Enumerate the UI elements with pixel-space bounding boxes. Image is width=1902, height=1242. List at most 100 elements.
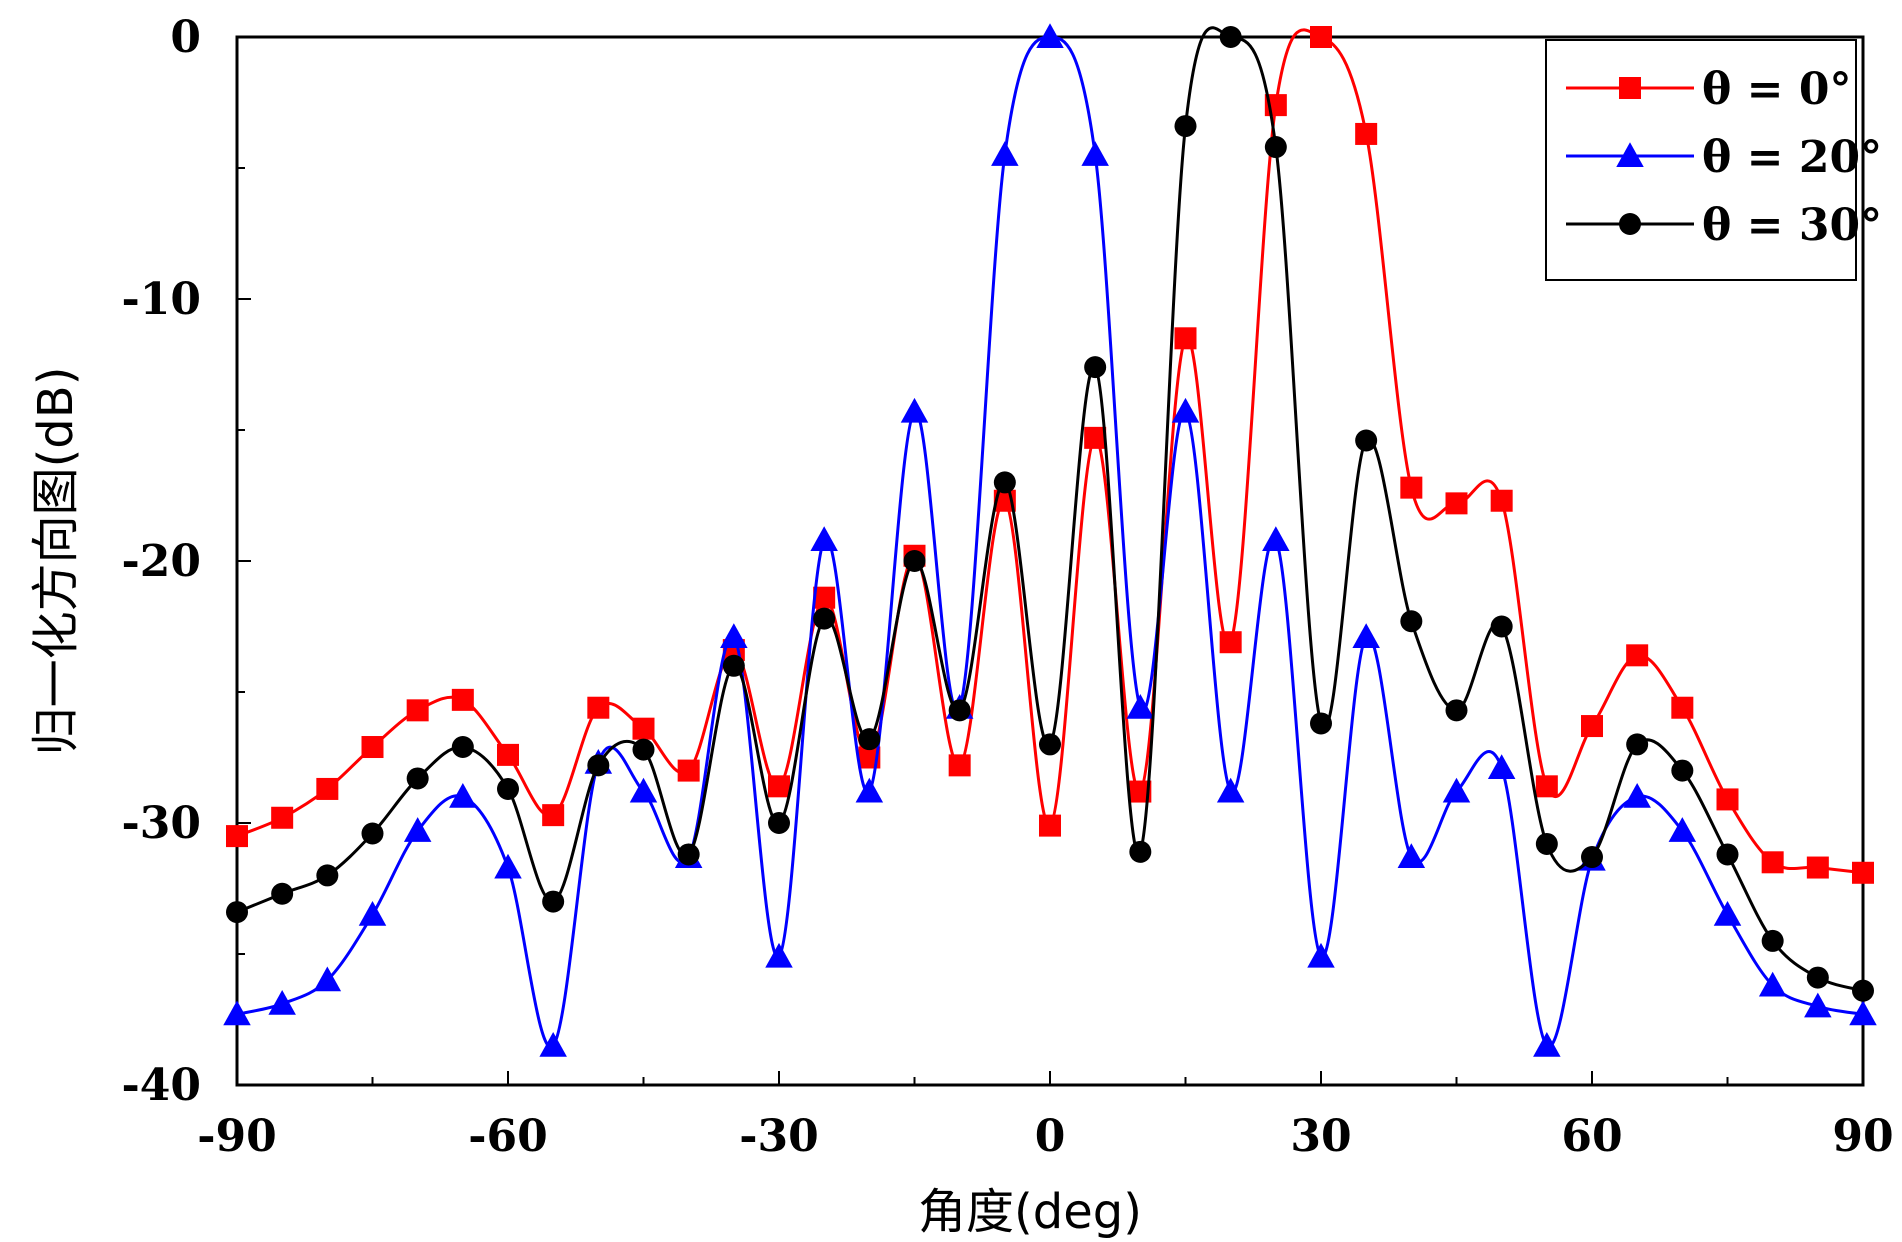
data-point	[1129, 840, 1152, 863]
data-point	[316, 777, 339, 800]
data-point	[587, 754, 610, 777]
data-point	[1533, 1031, 1561, 1057]
data-point	[223, 1000, 251, 1026]
data-point	[1129, 780, 1152, 803]
legend-box	[1545, 39, 1857, 281]
data-point	[1668, 817, 1697, 842]
data-point	[268, 990, 296, 1015]
data-point	[1806, 966, 1829, 989]
axis-ticks	[236, 36, 1864, 1086]
y-tick-label: -30	[122, 798, 202, 849]
data-point	[1716, 843, 1739, 866]
data-point	[497, 777, 519, 800]
data-point	[497, 743, 519, 766]
data-point	[271, 806, 294, 829]
data-point	[1397, 843, 1426, 869]
data-point	[1535, 775, 1558, 798]
legend-entry: θ = 20°	[1566, 132, 1882, 183]
data-point	[449, 783, 477, 808]
y-tick-labels: 0 -10 -20 -30 -40	[122, 12, 202, 1111]
data-point	[858, 728, 881, 751]
data-point	[226, 901, 248, 924]
data-point	[539, 1031, 567, 1057]
data-point	[993, 471, 1016, 494]
data-point	[1671, 696, 1694, 719]
x-tick-label: -60	[468, 1111, 548, 1162]
x-tick-label: 0	[1035, 1111, 1066, 1162]
data-point	[810, 526, 838, 552]
data-point	[1171, 397, 1200, 423]
data-point	[1307, 942, 1335, 968]
data-point	[813, 607, 836, 630]
data-point	[813, 586, 836, 609]
legend-marker	[1616, 142, 1644, 167]
data-point	[1084, 426, 1107, 449]
data-point	[632, 738, 655, 761]
data-point	[1716, 788, 1739, 811]
data-point	[1400, 610, 1423, 633]
legend-label: θ = 20°	[1702, 132, 1882, 183]
data-point	[629, 777, 658, 803]
series-1	[226, 26, 1874, 884]
data-point	[1490, 615, 1513, 638]
data-point	[677, 843, 700, 866]
x-tick-label: 30	[1290, 1111, 1351, 1162]
data-point	[948, 699, 971, 722]
data-point	[1671, 759, 1694, 782]
data-point	[226, 825, 248, 848]
legend-marker	[1619, 77, 1641, 99]
data-point	[765, 942, 793, 968]
x-tick-label: 60	[1561, 1111, 1622, 1162]
data-point	[1804, 992, 1832, 1018]
data-point	[1581, 715, 1603, 738]
data-point	[1626, 733, 1649, 756]
data-point	[1806, 856, 1829, 879]
data-point	[1310, 712, 1332, 735]
legend-marker	[1619, 213, 1641, 235]
series-3	[226, 26, 1874, 1002]
data-point	[361, 736, 384, 759]
data-point	[1626, 644, 1649, 667]
data-point	[542, 804, 565, 827]
x-tick-label: 90	[1832, 1111, 1893, 1162]
data-point	[1219, 631, 1242, 654]
data-point	[1084, 356, 1107, 379]
data-point	[1761, 851, 1784, 874]
x-tick-label: -90	[197, 1111, 277, 1162]
data-point	[722, 654, 745, 677]
data-point	[1216, 777, 1245, 803]
legend-entry: θ = 30°	[1566, 200, 1882, 251]
y-tick-label: -20	[122, 536, 202, 587]
data-point	[406, 767, 429, 790]
data-point	[632, 717, 655, 740]
legend-label: θ = 0°	[1702, 64, 1851, 115]
data-point	[1442, 777, 1471, 803]
data-point	[991, 141, 1019, 166]
y-tick-label: -10	[122, 274, 202, 325]
data-point	[1039, 733, 1061, 756]
data-point	[451, 736, 474, 759]
data-point	[406, 699, 429, 722]
series-group	[223, 23, 1877, 1057]
data-point	[720, 623, 748, 648]
data-point	[900, 397, 929, 423]
data-point	[271, 882, 294, 905]
data-point	[1355, 429, 1378, 452]
data-point	[1352, 623, 1380, 648]
data-point	[1310, 26, 1332, 48]
data-point	[768, 812, 790, 834]
data-point	[1081, 141, 1109, 166]
data-point	[1852, 861, 1874, 884]
data-point	[677, 759, 700, 782]
data-point	[1761, 929, 1784, 952]
data-point	[1039, 814, 1061, 837]
data-point	[1126, 693, 1155, 719]
data-point	[1174, 115, 1197, 138]
data-point	[768, 775, 790, 798]
data-point	[903, 550, 926, 572]
data-point	[316, 864, 339, 887]
data-point	[1852, 979, 1874, 1002]
y-axis-title: 归一化方向图(dB)	[28, 367, 84, 756]
x-tick-labels: -90 -60 -30 0 30 60 90	[197, 1111, 1893, 1162]
